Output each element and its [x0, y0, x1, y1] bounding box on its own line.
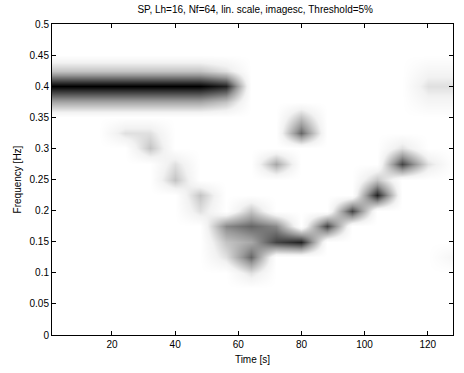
svg-text:20: 20: [106, 339, 118, 350]
svg-text:0.2: 0.2: [35, 205, 49, 216]
svg-text:0.15: 0.15: [30, 236, 50, 247]
svg-text:0.05: 0.05: [30, 298, 50, 309]
svg-text:120: 120: [419, 339, 436, 350]
svg-text:60: 60: [233, 339, 245, 350]
svg-text:0.3: 0.3: [35, 143, 49, 154]
svg-text:0.45: 0.45: [30, 50, 50, 61]
svg-text:40: 40: [170, 339, 182, 350]
svg-text:0.4: 0.4: [35, 81, 49, 92]
svg-text:Frequency [Hz]: Frequency [Hz]: [12, 145, 23, 213]
svg-text:100: 100: [356, 339, 373, 350]
svg-text:Time [s]: Time [s]: [235, 354, 270, 365]
svg-text:80: 80: [296, 339, 308, 350]
svg-text:0.35: 0.35: [30, 112, 50, 123]
svg-text:0.25: 0.25: [30, 174, 50, 185]
svg-text:SP, Lh=16, Nf=64, lin. scale,: SP, Lh=16, Nf=64, lin. scale, imagesc, T…: [137, 4, 373, 15]
svg-text:0.1: 0.1: [35, 267, 49, 278]
svg-text:0.5: 0.5: [35, 19, 49, 30]
svg-text:0: 0: [43, 330, 49, 341]
